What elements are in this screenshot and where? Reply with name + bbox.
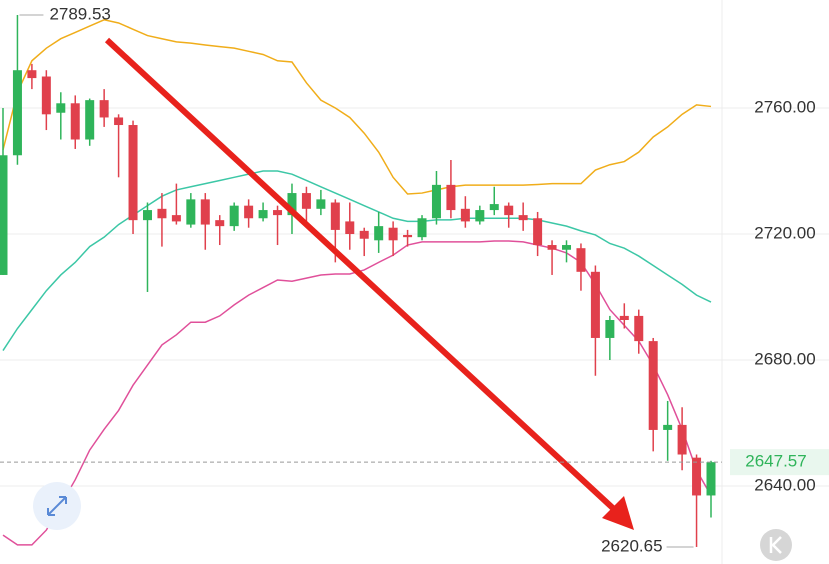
max-label: 2789.53 — [49, 4, 110, 23]
candle-body — [0, 155, 8, 275]
candle-body — [460, 208, 470, 222]
y-tick-label: 2720.00 — [754, 223, 815, 242]
candle-body — [114, 117, 124, 126]
candle-body — [12, 70, 22, 156]
candle-body — [157, 208, 167, 219]
candle-body — [374, 226, 384, 241]
candle-body — [634, 315, 644, 342]
band-line — [2, 19, 712, 195]
candle-body — [663, 424, 673, 430]
candle-body — [518, 215, 528, 221]
candle-body — [359, 230, 369, 239]
candle-body — [403, 234, 413, 238]
candle-body — [431, 184, 441, 219]
candle-body — [128, 125, 138, 221]
candle-body — [142, 210, 152, 221]
candle-body — [215, 220, 225, 227]
candle-body — [547, 245, 557, 250]
candle-body — [70, 103, 80, 140]
candle-body — [504, 205, 514, 216]
candle-body — [244, 205, 254, 219]
candle-body — [648, 341, 658, 430]
candle-body — [301, 193, 311, 209]
candle-body — [330, 202, 340, 230]
candle-body — [706, 462, 716, 496]
candle-body — [200, 199, 210, 225]
back-icon — [769, 536, 782, 554]
candle-body — [287, 193, 297, 216]
candle-body — [99, 100, 109, 118]
candle-body — [489, 204, 499, 211]
candle-body — [41, 76, 51, 115]
candle-body — [171, 215, 181, 222]
candle-body — [533, 218, 543, 246]
candle-body — [273, 210, 283, 216]
expand-button[interactable] — [33, 482, 81, 530]
candle-body — [677, 424, 687, 455]
last-price-label: 2647.57 — [745, 452, 806, 471]
arrow-shaft — [104, 37, 619, 514]
back-circle[interactable] — [760, 529, 792, 561]
candle-body — [562, 245, 572, 250]
y-tick-label: 2760.00 — [754, 97, 815, 116]
expand-icon — [47, 496, 67, 516]
back-button[interactable] — [760, 529, 792, 561]
candle-body — [85, 100, 95, 140]
candle-body — [186, 199, 196, 225]
candle-body — [605, 320, 615, 338]
y-tick-label: 2680.00 — [754, 349, 815, 368]
band-line — [2, 170, 712, 351]
candle-body — [345, 221, 355, 235]
candle-body — [388, 227, 398, 241]
min-label: 2620.65 — [601, 536, 662, 555]
arrow-head — [602, 496, 634, 530]
candle-body — [56, 103, 66, 113]
candle-body — [475, 210, 485, 222]
candle-body — [590, 271, 600, 338]
candle-body — [229, 205, 239, 227]
candle-body — [576, 248, 586, 272]
plot — [0, 14, 829, 547]
candle-body — [417, 218, 427, 238]
last-price-box — [730, 449, 829, 476]
candle-body — [446, 184, 456, 211]
candle-body — [692, 457, 702, 496]
trend-arrow — [104, 37, 634, 530]
candle-body — [27, 70, 37, 79]
candle-body — [258, 210, 268, 219]
y-tick-label: 2640.00 — [754, 475, 815, 494]
candle-body — [316, 199, 326, 209]
candle-body — [619, 315, 629, 321]
